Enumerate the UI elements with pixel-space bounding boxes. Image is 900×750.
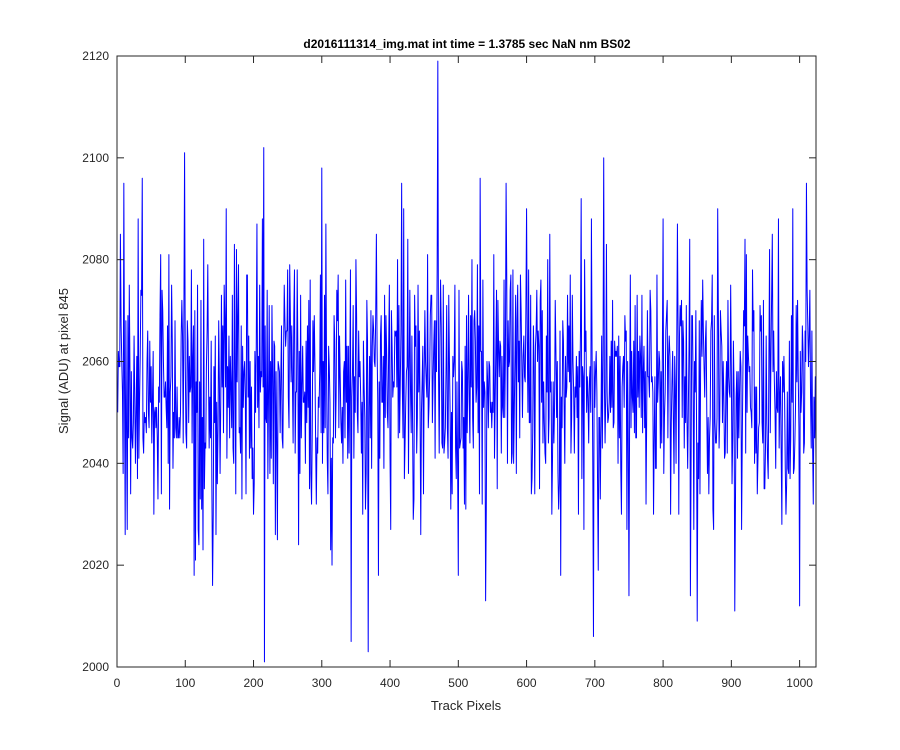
x-axis-ticks: 0 100 200 300 400 500 600 700 800 900 1000 xyxy=(114,56,813,690)
x-tick-label: 300 xyxy=(312,676,332,690)
x-tick-label: 900 xyxy=(721,676,741,690)
x-tick-label: 700 xyxy=(585,676,605,690)
y-tick-label: 2020 xyxy=(82,558,109,572)
y-tick-label: 2040 xyxy=(82,456,109,470)
x-axis-label: Track Pixels xyxy=(431,698,502,713)
y-tick-label: 2100 xyxy=(82,151,109,165)
y-tick-label: 2120 xyxy=(82,49,109,63)
y-axis-label: Signal (ADU) at pixel 845 xyxy=(56,288,71,434)
x-tick-label: 100 xyxy=(175,676,195,690)
x-tick-label: 1000 xyxy=(786,676,813,690)
signal-series-line xyxy=(117,60,817,663)
x-tick-label: 400 xyxy=(380,676,400,690)
chart-title: d2016111314_img.mat int time = 1.3785 se… xyxy=(303,37,631,51)
y-axis-ticks: 2000 2020 2040 2060 2080 2100 2120 xyxy=(82,49,816,674)
y-tick-label: 2060 xyxy=(82,355,109,369)
x-tick-label: 800 xyxy=(653,676,673,690)
x-tick-label: 200 xyxy=(244,676,264,690)
y-tick-label: 2080 xyxy=(82,253,109,267)
y-tick-label: 2000 xyxy=(82,660,109,674)
x-tick-label: 0 xyxy=(114,676,121,690)
series-layer xyxy=(117,60,817,663)
x-tick-label: 500 xyxy=(448,676,468,690)
x-tick-label: 600 xyxy=(517,676,537,690)
plot-area: 0 100 200 300 400 500 600 700 800 900 1000 2000 202… xyxy=(82,49,817,690)
